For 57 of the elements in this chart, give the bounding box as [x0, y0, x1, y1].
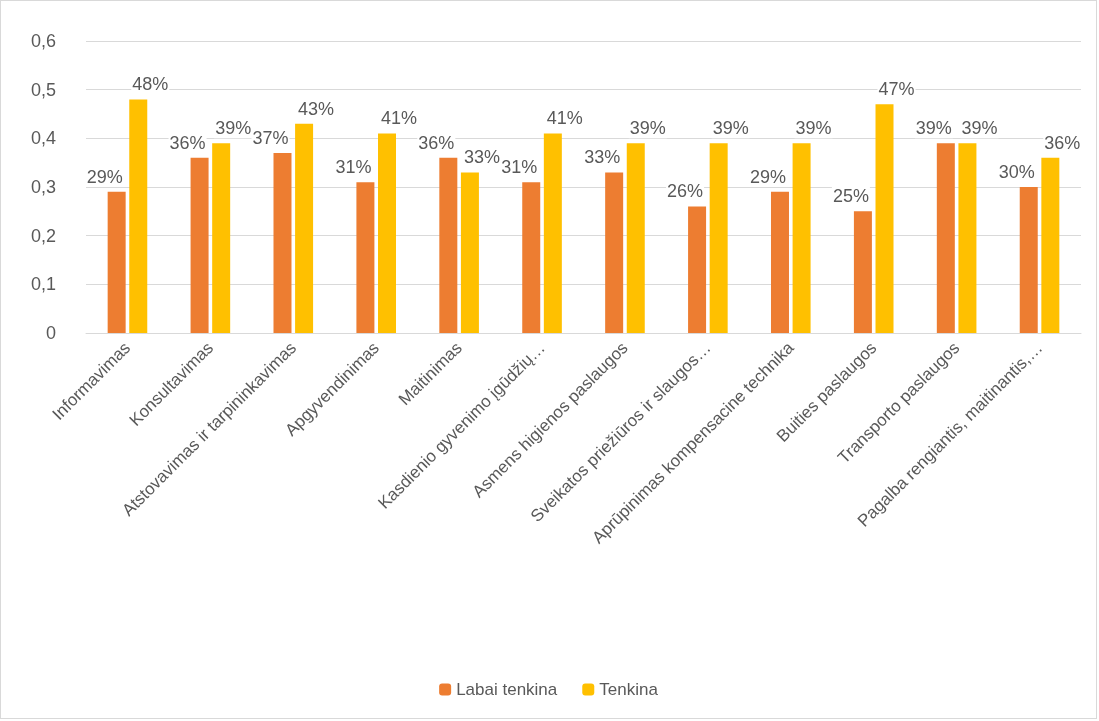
bar [107, 191, 126, 333]
bar [460, 172, 479, 333]
y-tick-label: 0,3 [30, 177, 56, 197]
data-label: 37% [252, 127, 289, 148]
data-label: 25% [832, 186, 869, 207]
legend-label: Labai tenkina [456, 680, 558, 699]
data-label: 36% [1044, 132, 1081, 153]
data-label: 26% [667, 181, 704, 202]
bar [770, 191, 789, 333]
bar [626, 143, 645, 333]
bar [605, 172, 624, 333]
y-tick-label: 0,4 [30, 128, 56, 149]
bar [378, 133, 397, 333]
bar [875, 104, 894, 333]
bar [129, 99, 148, 333]
data-label: 39% [915, 118, 952, 139]
data-label: 31% [501, 157, 538, 178]
data-label: 43% [298, 98, 335, 119]
bar [273, 152, 292, 333]
y-tick-label: 0,2 [30, 225, 56, 246]
y-tick-label: 0,1 [30, 274, 56, 295]
bar [439, 157, 458, 333]
bar [958, 143, 977, 333]
bar [1041, 157, 1060, 333]
bar [190, 157, 209, 333]
data-label: 29% [749, 166, 787, 187]
data-label: 36% [418, 132, 455, 153]
data-label: 33% [584, 147, 621, 168]
data-label: 39% [961, 118, 998, 139]
data-label: 31% [335, 157, 372, 178]
y-tick-label: 0,5 [30, 79, 56, 100]
data-label: 39% [629, 118, 666, 139]
data-label: 30% [998, 162, 1035, 182]
data-label: 29% [86, 166, 123, 187]
bar [295, 123, 314, 333]
bar [212, 143, 231, 333]
bar [543, 133, 562, 333]
bar [1019, 187, 1038, 333]
bar [792, 143, 811, 333]
bar [709, 143, 728, 333]
data-label: 33% [463, 147, 500, 168]
data-label: 41% [546, 108, 583, 129]
data-label: 47% [878, 79, 915, 100]
data-label: 48% [132, 74, 169, 95]
data-label: 36% [169, 132, 206, 153]
y-tick-label: 0,6 [30, 31, 56, 51]
data-label: 39% [712, 118, 749, 139]
data-label: 39% [215, 118, 252, 139]
data-label: 39% [795, 118, 832, 139]
legend-label: Tenkina [599, 680, 659, 699]
bar [356, 182, 375, 333]
bar [522, 182, 541, 333]
bar [936, 143, 955, 333]
bar [688, 206, 707, 333]
bar [853, 211, 872, 333]
data-label: 41% [380, 108, 418, 129]
y-tick-label: 0 [45, 323, 56, 343]
